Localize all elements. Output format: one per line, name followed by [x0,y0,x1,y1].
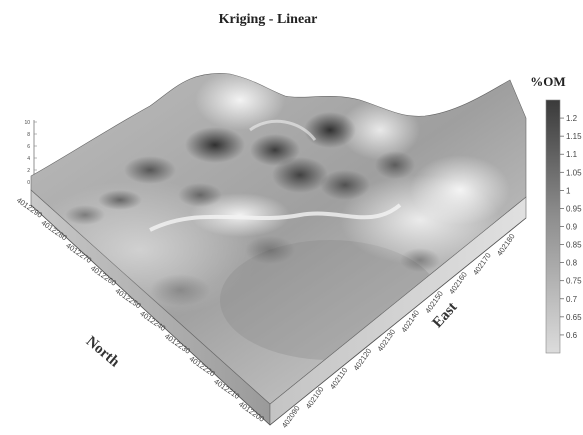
colorbar: %OM 1.2 1.15 1.1 1.05 1 0.95 0.9 0.85 0.8 0.75 0.7… [530,74,582,354]
colorbar-tick-label: 0.8 [566,259,578,268]
z-tick-label: 4 [27,156,30,162]
colorbar-tick-label: 1.15 [566,132,582,141]
z-tick-label: 2 [27,168,30,174]
colorbar-tick-label: 1.2 [566,114,578,123]
colorbar-tick-label: 0.6 [566,331,578,340]
chart-title: Kriging - Linear [219,12,318,27]
colorbar-tick-label: 0.65 [566,313,582,322]
colorbar-tick-label: 1.05 [566,168,582,177]
colorbar-tick-label: 0.9 [566,223,578,232]
north-axis-title: North [83,333,123,370]
colorbar-tick-label: 0.95 [566,204,582,213]
colorbar-tick-label: 1.1 [566,150,578,159]
colorbar-title: %OM [530,74,565,89]
z-tick-label: 10 [24,120,30,126]
colorbar-tick-label: 0.75 [566,277,582,286]
colorbar-tick-label: 1 [566,186,571,195]
z-tick-label: 6 [27,144,30,150]
colorbar-gradient [545,99,561,354]
colorbar-ticks: 1.2 1.15 1.1 1.05 1 0.95 0.9 0.85 0.8 0.75 0.7 0.65… [560,114,582,340]
z-tick-label: 0 [27,180,30,186]
z-tick-label: 8 [27,132,30,138]
colorbar-tick-label: 0.7 [566,295,578,304]
z-axis-ticks: 0 2 4 6 8 10 [24,120,37,186]
colorbar-tick-label: 0.85 [566,241,582,250]
